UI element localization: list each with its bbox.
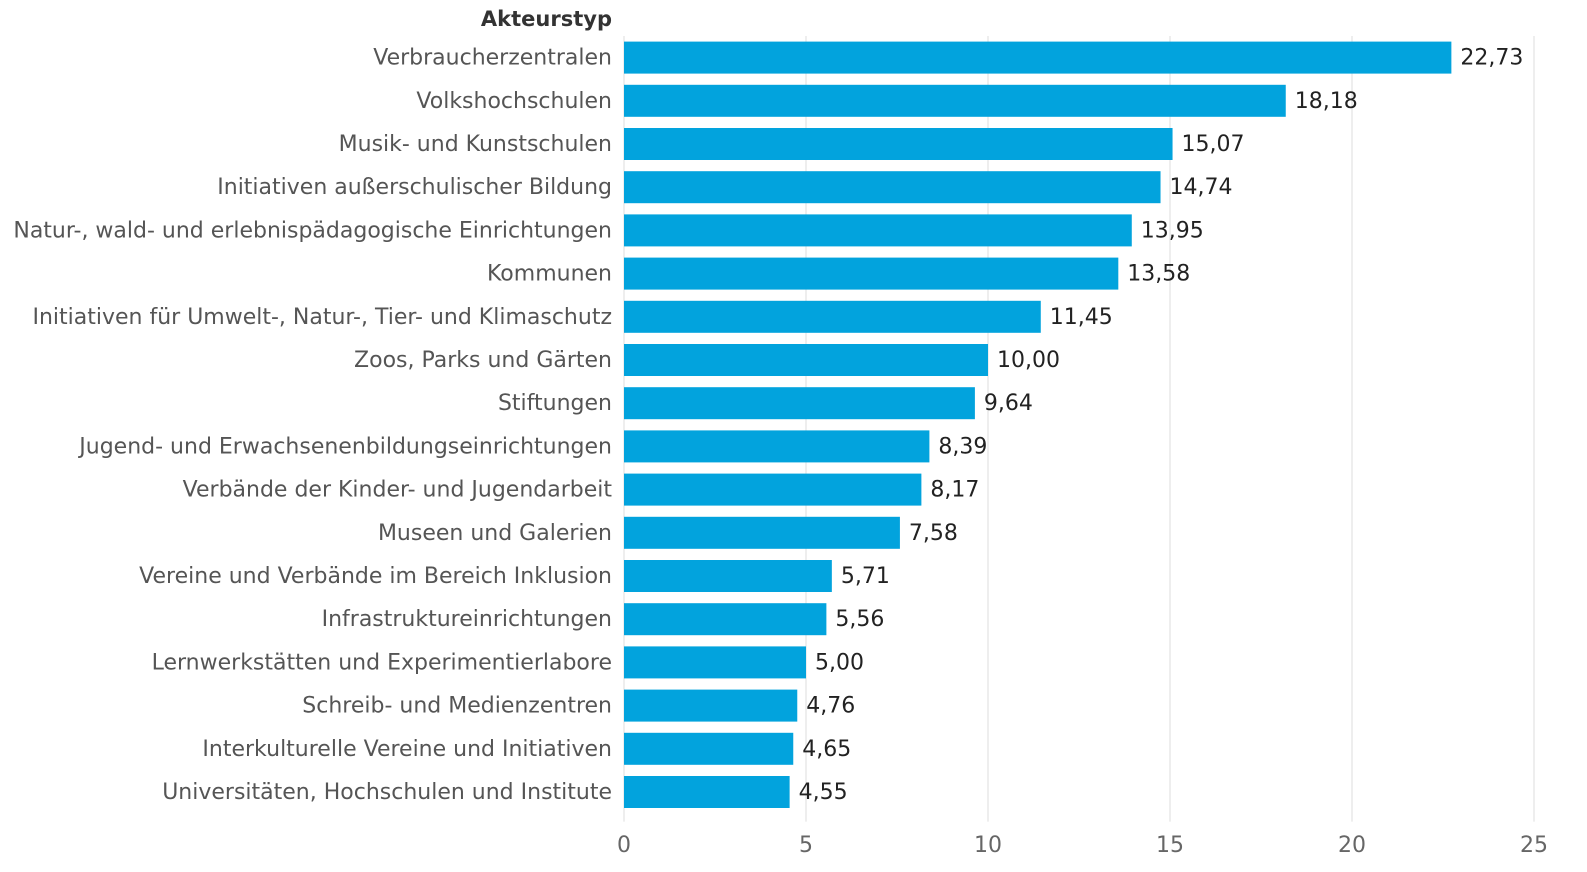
x-tick-label: 25 bbox=[1520, 833, 1548, 858]
axis-title: Akteurstyp bbox=[481, 7, 612, 31]
bar bbox=[624, 128, 1173, 160]
y-tick-label: Infrastruktureinrichtungen bbox=[322, 607, 612, 632]
bar bbox=[624, 516, 900, 549]
value-label: 15,07 bbox=[1182, 132, 1245, 157]
value-label: 10,00 bbox=[997, 348, 1060, 373]
y-tick-label: Initiativen für Umwelt-, Natur-, Tier- u… bbox=[32, 305, 612, 330]
y-tick-label: Lernwerkstätten und Experimentierlabore bbox=[152, 650, 612, 675]
value-label: 4,65 bbox=[802, 737, 851, 762]
value-label: 13,58 bbox=[1127, 262, 1190, 287]
x-tick-label: 15 bbox=[1156, 833, 1184, 858]
y-tick-label: Universitäten, Hochschulen und Institute bbox=[162, 780, 612, 805]
y-tick-label: Verbraucherzentralen bbox=[373, 46, 612, 71]
value-label: 5,56 bbox=[835, 607, 884, 632]
bar bbox=[624, 603, 827, 636]
bar bbox=[624, 300, 1041, 333]
bar bbox=[624, 430, 930, 463]
x-tick-label: 0 bbox=[617, 833, 631, 858]
y-tick-label: Natur-, wald- und erlebnispädagogische E… bbox=[13, 218, 612, 243]
y-tick-label: Interkulturelle Vereine und Initiativen bbox=[202, 737, 612, 762]
value-label: 5,00 bbox=[815, 650, 864, 675]
y-tick-label: Zoos, Parks und Gärten bbox=[354, 348, 612, 373]
value-label: 22,73 bbox=[1460, 46, 1523, 71]
bar bbox=[624, 84, 1286, 117]
value-label: 13,95 bbox=[1141, 218, 1204, 243]
y-tick-label: Jugend- und Erwachsenenbildungseinrichtu… bbox=[77, 434, 612, 459]
value-label: 14,74 bbox=[1170, 175, 1233, 200]
value-label: 4,55 bbox=[799, 780, 848, 805]
value-label: 8,39 bbox=[938, 434, 987, 459]
bar bbox=[624, 560, 832, 592]
value-label: 7,58 bbox=[909, 521, 958, 546]
bar bbox=[624, 646, 806, 679]
value-label: 18,18 bbox=[1295, 89, 1358, 114]
y-tick-label: Volkshochschulen bbox=[416, 89, 612, 114]
value-label: 4,76 bbox=[806, 694, 855, 719]
bar bbox=[624, 257, 1119, 290]
bar bbox=[624, 689, 798, 722]
y-tick-label: Schreib- und Medienzentren bbox=[302, 694, 612, 719]
y-tick-label: Kommunen bbox=[487, 262, 612, 287]
y-tick-label: Verbände der Kinder- und Jugendarbeit bbox=[183, 478, 613, 503]
bar bbox=[624, 171, 1161, 204]
value-label: 5,71 bbox=[841, 564, 890, 589]
bar bbox=[624, 387, 975, 420]
bar bbox=[624, 344, 988, 376]
bar bbox=[624, 41, 1452, 74]
y-tick-label: Museen und Galerien bbox=[378, 521, 612, 546]
bar bbox=[624, 776, 790, 808]
y-tick-label: Stiftungen bbox=[498, 391, 612, 416]
bar bbox=[624, 214, 1132, 247]
y-tick-label: Vereine und Verbände im Bereich Inklusio… bbox=[139, 564, 612, 589]
value-label: 11,45 bbox=[1050, 305, 1113, 330]
x-tick-label: 10 bbox=[974, 833, 1002, 858]
bar bbox=[624, 732, 794, 765]
x-tick-label: 5 bbox=[799, 833, 813, 858]
y-tick-label: Musik- und Kunstschulen bbox=[339, 132, 612, 157]
x-tick-label: 20 bbox=[1338, 833, 1366, 858]
y-tick-label: Initiativen außerschulischer Bildung bbox=[217, 175, 612, 200]
value-label: 8,17 bbox=[930, 478, 979, 503]
bar bbox=[624, 473, 922, 506]
value-label: 9,64 bbox=[984, 391, 1033, 416]
